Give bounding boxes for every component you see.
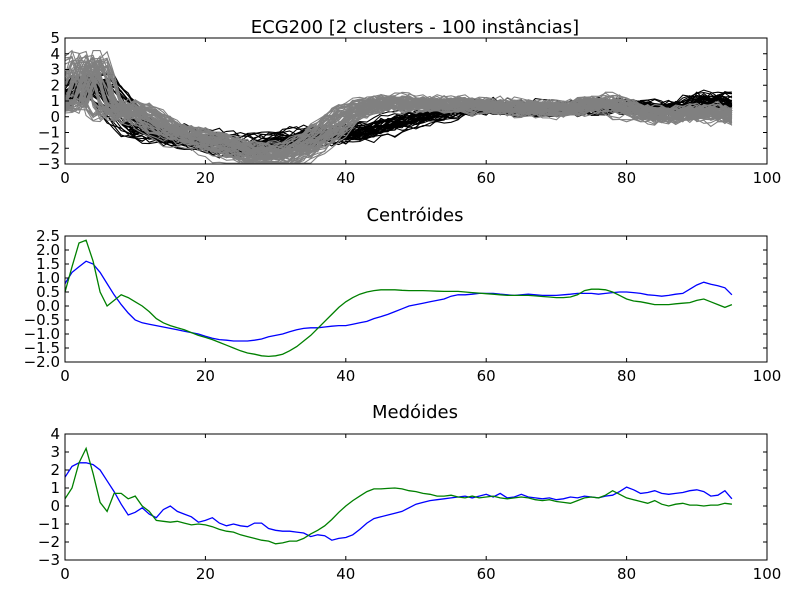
x-tick-label: 80 bbox=[617, 169, 636, 187]
y-tick-label: 4 bbox=[50, 425, 60, 443]
axes-frame bbox=[64, 433, 768, 561]
y-tick-label: 4 bbox=[50, 45, 60, 63]
y-tick-label: 2.5 bbox=[36, 227, 60, 245]
y-tick-label: −2 bbox=[38, 139, 60, 157]
y-tick-label: −1.5 bbox=[24, 339, 60, 357]
x-tick-label: 80 bbox=[617, 565, 636, 583]
x-tick-label: 100 bbox=[753, 169, 782, 187]
x-tick-label: 60 bbox=[477, 169, 496, 187]
series-line-2 bbox=[64, 446, 732, 545]
series-group bbox=[64, 446, 733, 545]
instance-line-cluster-2 bbox=[64, 74, 733, 163]
x-tick-label: 100 bbox=[753, 367, 782, 385]
y-tick-label: 3 bbox=[50, 61, 60, 79]
series-line-2 bbox=[64, 239, 733, 358]
instance-line-cluster-2 bbox=[64, 64, 733, 150]
y-tick-label: 0 bbox=[50, 497, 60, 515]
x-tick-label: 40 bbox=[336, 169, 355, 187]
series-line-1 bbox=[64, 462, 733, 541]
axes-frame bbox=[64, 235, 768, 363]
x-tick-label: 60 bbox=[477, 367, 496, 385]
x-tick-label: 60 bbox=[477, 565, 496, 583]
x-tick-label: 40 bbox=[336, 367, 355, 385]
instance-line-cluster-2 bbox=[64, 59, 733, 157]
x-tick-label: 0 bbox=[60, 367, 70, 385]
x-tick-label: 80 bbox=[617, 367, 636, 385]
y-tick-label: 1.5 bbox=[36, 255, 60, 273]
x-tick-label: 100 bbox=[753, 565, 782, 583]
y-tick-label: −0.5 bbox=[24, 311, 60, 329]
series-group bbox=[64, 49, 733, 164]
y-tick-label: 0 bbox=[50, 108, 60, 126]
instance-line-cluster-2 bbox=[64, 50, 733, 160]
chart-title-ecg200: ECG200 [2 clusters - 100 instâncias] bbox=[251, 17, 579, 38]
y-tick-label: 0.0 bbox=[36, 297, 60, 315]
chart-title-centroides: Centróides bbox=[366, 205, 463, 226]
instance-line-cluster-2 bbox=[64, 61, 732, 160]
y-tick-label: 2.0 bbox=[36, 241, 60, 259]
series-line-1 bbox=[64, 260, 733, 342]
y-tick-label: −3 bbox=[38, 551, 60, 569]
y-tick-label: −1.0 bbox=[24, 325, 60, 343]
panel-centroides: Centróides 0 20 40 60 80 100 2.52.01.51.00.50.… bbox=[24, 205, 782, 385]
y-tick-label: 1.0 bbox=[36, 269, 60, 287]
y-tick-label: −2.0 bbox=[24, 353, 60, 371]
y-tick-label: 1 bbox=[50, 479, 60, 497]
instance-line-cluster-2 bbox=[64, 64, 733, 163]
x-tick-label: 40 bbox=[336, 565, 355, 583]
y-tick-label: −1 bbox=[38, 515, 60, 533]
series-group bbox=[64, 239, 733, 358]
x-tick-label: 0 bbox=[60, 565, 70, 583]
y-tick-label: −2 bbox=[38, 533, 60, 551]
y-tick-label: −1 bbox=[38, 124, 60, 142]
x-tick-label: 0 bbox=[60, 169, 70, 187]
x-tick-label: 20 bbox=[196, 367, 215, 385]
y-tick-label: 2 bbox=[50, 76, 60, 94]
x-tick-label: 20 bbox=[196, 169, 215, 187]
instance-line-cluster-2 bbox=[64, 64, 733, 158]
y-tick-label: 3 bbox=[50, 443, 60, 461]
y-tick-label: 2 bbox=[50, 461, 60, 479]
y-tick-label: −3 bbox=[38, 155, 60, 173]
y-tick-label: 1 bbox=[50, 92, 60, 110]
chart-title-medoides: Medóides bbox=[372, 402, 458, 423]
y-tick-label: 0.5 bbox=[36, 283, 60, 301]
panel-ecg200: ECG200 [2 clusters - 100 instâncias] 0 20… bbox=[38, 17, 781, 187]
x-tick-label: 20 bbox=[196, 565, 215, 583]
y-tick-label: 5 bbox=[50, 29, 60, 47]
